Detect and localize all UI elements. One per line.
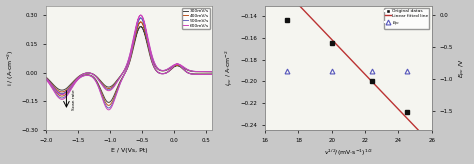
300mV/s [106, 101, 111, 103]
Line: Original datas: Original datas [284, 17, 409, 114]
500mV/s [138, 17, 144, 19]
300mV/s [99, 92, 105, 93]
300mV/s [43, 77, 49, 79]
Legend: 300mV/s, 400mV/s, 500mV/s, 600mV/s: 300mV/s, 400mV/s, 500mV/s, 600mV/s [182, 8, 210, 29]
400mV/s [201, 71, 206, 73]
X-axis label: E / V(Vs, Pt): E / V(Vs, Pt) [111, 148, 147, 153]
400mV/s [138, 21, 144, 23]
500mV/s [87, 75, 93, 77]
500mV/s [43, 77, 49, 79]
400mV/s [99, 94, 105, 96]
Y-axis label: i / (A·cm$^{-2}$): i / (A·cm$^{-2}$) [6, 50, 16, 86]
500mV/s [188, 73, 194, 75]
500mV/s [43, 78, 49, 80]
Original datas [284, 19, 290, 21]
400mV/s [43, 76, 49, 78]
600mV/s [43, 77, 49, 79]
400mV/s [156, 72, 162, 74]
600mV/s [194, 71, 200, 72]
400mV/s [43, 78, 49, 80]
Original datas [404, 111, 410, 113]
600mV/s [106, 109, 111, 111]
300mV/s [43, 76, 49, 78]
300mV/s [87, 74, 93, 76]
Original datas [369, 80, 374, 82]
600mV/s [156, 72, 162, 74]
Line: 600mV/s: 600mV/s [46, 15, 212, 110]
300mV/s [138, 26, 144, 28]
600mV/s [188, 73, 194, 75]
X-axis label: $v^{1/2}$/(mV·s$^{-1}$)$^{1/2}$: $v^{1/2}$/(mV·s$^{-1}$)$^{1/2}$ [324, 148, 373, 158]
300mV/s [156, 72, 162, 74]
600mV/s [138, 14, 144, 16]
Y-axis label: $i_{pc}$ / A·cm$^{-2}$: $i_{pc}$ / A·cm$^{-2}$ [224, 49, 235, 86]
Legend: Original datas, Linear fitted line, $E_{pc}$: Original datas, Linear fitted line, $E_{… [384, 8, 429, 29]
500mV/s [106, 107, 111, 109]
Original datas [329, 42, 335, 44]
600mV/s [43, 79, 49, 81]
Line: 400mV/s: 400mV/s [46, 22, 212, 105]
400mV/s [106, 104, 111, 106]
Text: Scan rate: Scan rate [72, 89, 75, 110]
600mV/s [99, 97, 105, 99]
500mV/s [99, 95, 105, 97]
Y-axis label: $E_{pc}$ /V: $E_{pc}$ /V [458, 58, 468, 78]
400mV/s [87, 74, 93, 76]
300mV/s [188, 73, 194, 75]
500mV/s [194, 71, 200, 72]
Line: 300mV/s: 300mV/s [46, 27, 212, 102]
400mV/s [188, 73, 194, 75]
300mV/s [194, 71, 200, 73]
500mV/s [156, 72, 162, 74]
500mV/s [201, 71, 206, 73]
300mV/s [201, 71, 206, 73]
600mV/s [201, 71, 206, 72]
400mV/s [194, 71, 200, 73]
600mV/s [87, 75, 93, 77]
Line: 500mV/s: 500mV/s [46, 18, 212, 108]
